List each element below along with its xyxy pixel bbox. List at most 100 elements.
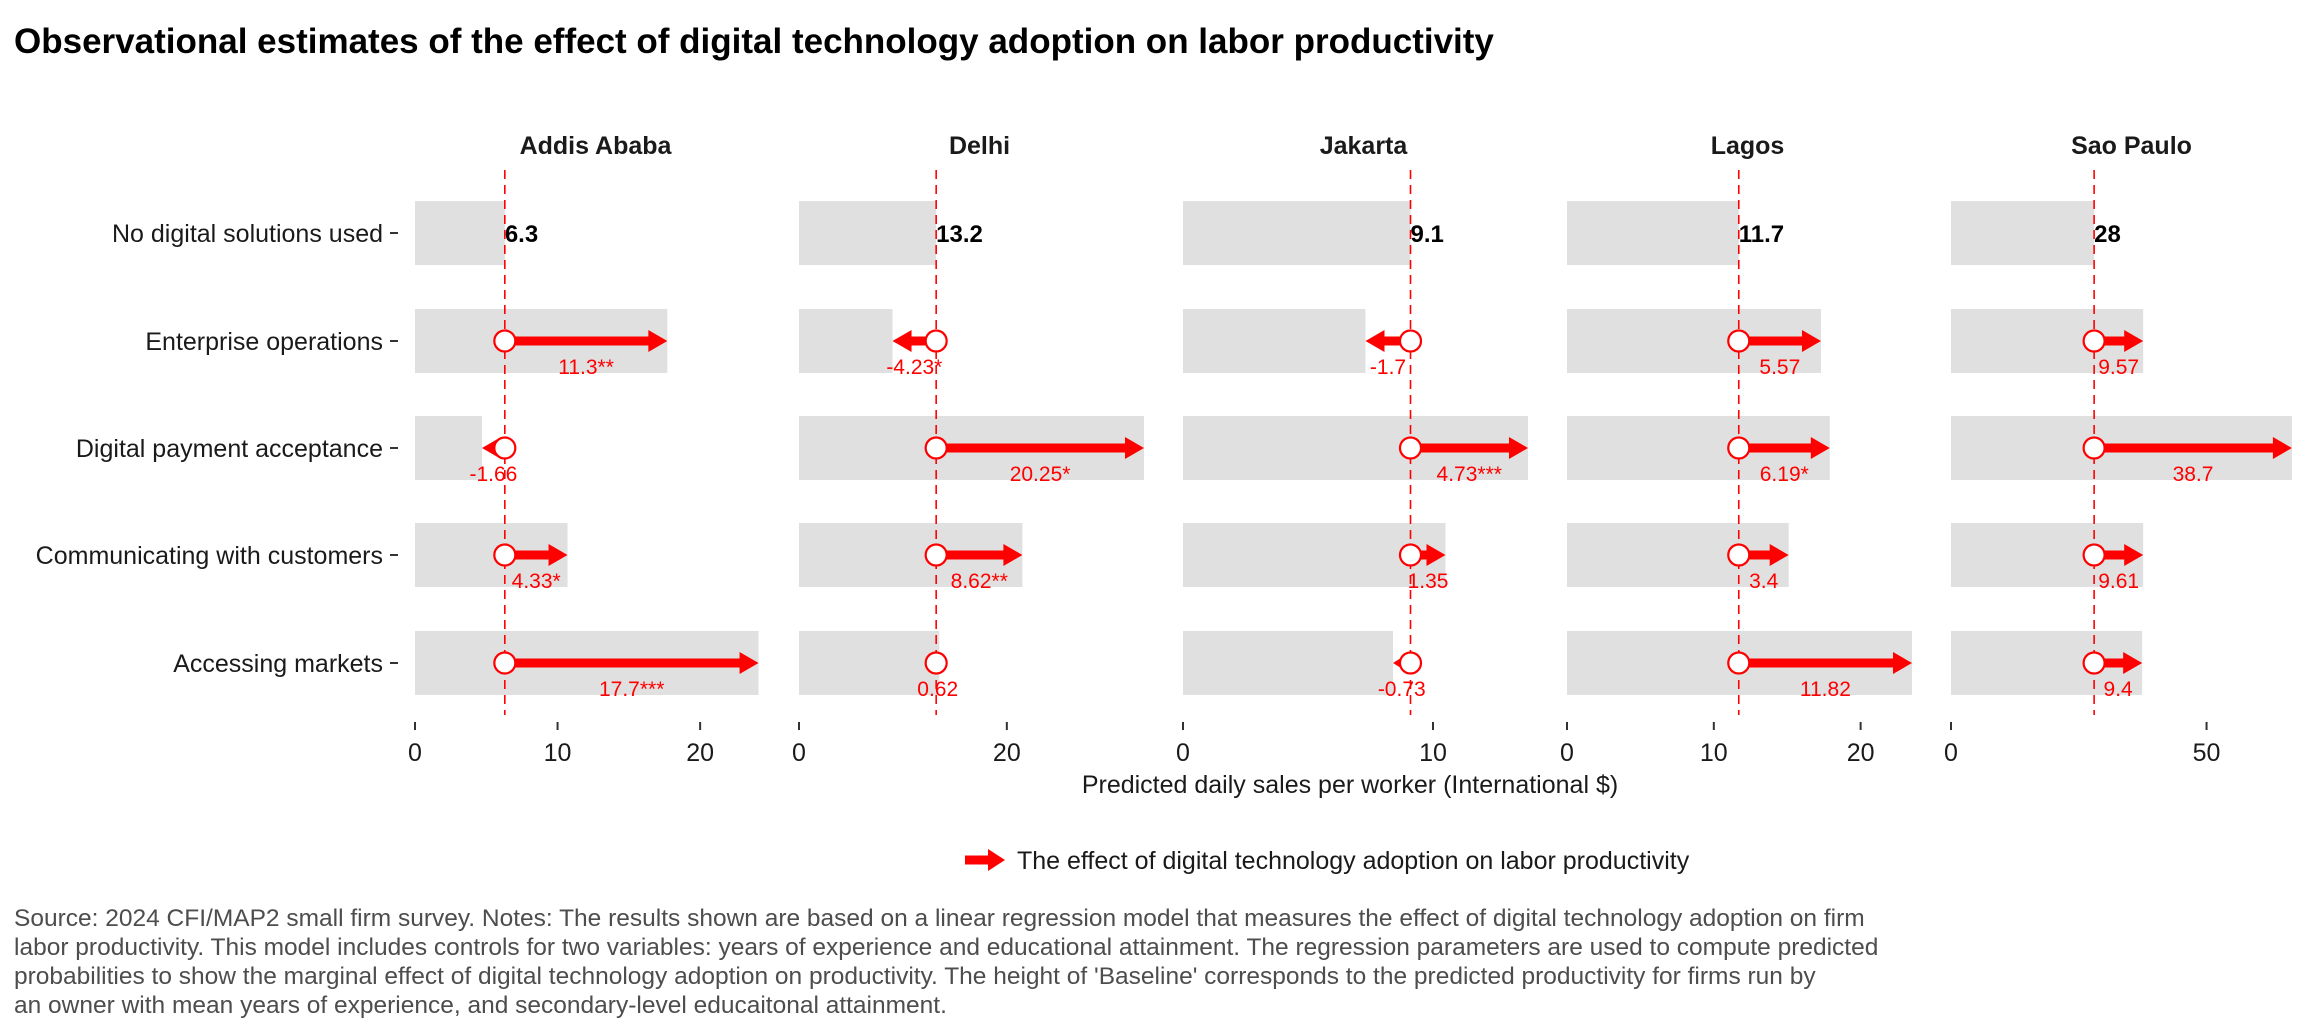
effect-label: 11.3** xyxy=(558,356,614,379)
caption-line: labor productivity. This model includes … xyxy=(14,934,1879,961)
facet-panel: Sao Paulo 28 9.57 38.7 9.61 9.4 0 50 xyxy=(1944,132,2292,767)
effect-label: 20.25* xyxy=(1010,463,1071,486)
baseline-label: 28 xyxy=(2094,221,2121,248)
arrow-head xyxy=(1801,330,1821,352)
facet-label: Lagos xyxy=(1711,132,1785,160)
bar xyxy=(1183,201,1411,265)
category-label: Enterprise operations xyxy=(145,328,383,356)
bar xyxy=(799,631,940,695)
effect-label: 1.35 xyxy=(1408,570,1449,593)
baseline-point xyxy=(493,543,517,567)
effect-label: 6.19* xyxy=(1760,463,1809,486)
arrow-head xyxy=(2124,544,2144,566)
baseline-label: 13.2 xyxy=(936,221,983,248)
facet-panel: Delhi 13.2 -4.23* 20.25* 8.62** 0.62 0 20 xyxy=(792,132,1144,767)
baseline-point xyxy=(2082,436,2106,460)
legend: The effect of digital technology adoptio… xyxy=(965,847,1690,875)
x-tick-label: 10 xyxy=(1419,739,1447,767)
baseline-point xyxy=(493,329,517,353)
arrow-head xyxy=(1893,652,1912,674)
arrow-head xyxy=(1365,330,1385,352)
effect-label: 0.62 xyxy=(917,678,958,701)
effect-label: -4.23* xyxy=(886,356,942,379)
facet-panels: Addis Ababa 6.3 11.3** -1.66 4.33* 17.7*** 0 10… xyxy=(408,132,2292,767)
effect-label: -1.66 xyxy=(469,463,517,486)
x-tick-label: 0 xyxy=(792,739,806,767)
chart-title: Observational estimates of the effect of… xyxy=(14,22,1494,61)
bar xyxy=(799,201,937,265)
effect-label: 4.73*** xyxy=(1437,463,1502,486)
caption-line: probabilities to show the marginal effec… xyxy=(14,963,1816,990)
baseline-label: 11.7 xyxy=(1739,221,1784,248)
arrow-head xyxy=(1426,544,1446,566)
facet-panel: Lagos 11.7 5.57 6.19* 3.4 11.82 0 10 20 xyxy=(1560,132,1912,767)
arrow-head xyxy=(1003,544,1023,566)
effect-label: 3.4 xyxy=(1749,570,1779,593)
x-tick-label: 10 xyxy=(544,739,572,767)
facet-label: Jakarta xyxy=(1320,132,1409,160)
baseline-point xyxy=(924,543,948,567)
baseline-point xyxy=(2082,543,2106,567)
bar xyxy=(1183,631,1393,695)
baseline-point xyxy=(924,651,948,675)
bar xyxy=(799,309,893,373)
facet-panel: Jakarta 9.1 -1.7 4.73*** 1.35 -0.73 0 10 xyxy=(1176,132,1528,767)
effect-label: 38.7 xyxy=(2173,463,2214,486)
baseline-label: 6.3 xyxy=(505,221,538,248)
x-tick-label: 0 xyxy=(1944,739,1958,767)
effect-label: 11.82 xyxy=(1800,678,1851,701)
effect-label: 17.7*** xyxy=(599,678,664,701)
effect-label: 4.33* xyxy=(512,570,561,593)
caption-line: Source: 2024 CFI/MAP2 small firm survey.… xyxy=(14,905,1865,932)
baseline-label: 9.1 xyxy=(1411,221,1444,248)
baseline-point xyxy=(493,436,517,460)
effect-label: -0.73 xyxy=(1378,678,1426,701)
baseline-point xyxy=(1398,436,1423,460)
baseline-point xyxy=(1727,436,1751,460)
x-tick-label: 20 xyxy=(1847,739,1875,767)
effect-label: -1.7 xyxy=(1370,356,1406,379)
category-label: Communicating with customers xyxy=(36,542,383,570)
effect-label: 9.61 xyxy=(2098,570,2139,593)
arrow-head xyxy=(1125,437,1144,459)
x-tick-label: 50 xyxy=(2193,739,2221,767)
baseline-point xyxy=(493,651,517,675)
arrow-head xyxy=(739,652,759,674)
baseline-point xyxy=(1727,543,1751,567)
legend-arrow-icon xyxy=(988,849,1005,871)
bar xyxy=(1183,309,1366,373)
baseline-point xyxy=(2082,651,2106,675)
baseline-point xyxy=(1398,543,1423,567)
effect-label: 8.62** xyxy=(951,570,1008,593)
facet-label: Addis Ababa xyxy=(520,132,673,160)
arrow-head xyxy=(892,330,912,352)
baseline-point xyxy=(924,329,948,353)
category-label: No digital solutions used xyxy=(112,220,383,248)
category-labels: No digital solutions used Enterprise oper… xyxy=(36,220,398,678)
caption: Source: 2024 CFI/MAP2 small firm survey.… xyxy=(14,904,2284,1020)
chart: Observational estimates of the effect of… xyxy=(14,22,2292,875)
category-label: Digital payment acceptance xyxy=(76,435,383,463)
arrow-head xyxy=(2124,330,2144,352)
bar xyxy=(1951,201,2095,265)
arrow-head xyxy=(1810,437,1830,459)
arrow-head xyxy=(648,330,668,352)
effect-label: 5.57 xyxy=(1759,356,1800,379)
arrow-head xyxy=(548,544,568,566)
x-tick-label: 0 xyxy=(1176,739,1190,767)
x-tick-label: 0 xyxy=(408,739,422,767)
caption-line: an owner with mean years of experience, … xyxy=(14,992,947,1019)
facet-label: Delhi xyxy=(949,132,1010,160)
effect-label: 9.57 xyxy=(2098,356,2139,379)
x-tick-label: 20 xyxy=(993,739,1021,767)
arrow-head xyxy=(1509,437,1528,459)
x-tick-label: 10 xyxy=(1700,739,1728,767)
bar xyxy=(1567,201,1739,265)
x-tick-label: 0 xyxy=(1560,739,1574,767)
baseline-point xyxy=(1727,329,1751,353)
bar xyxy=(415,201,505,265)
baseline-point xyxy=(1727,651,1751,675)
legend-label: The effect of digital technology adoptio… xyxy=(1017,847,1690,875)
x-tick-label: 20 xyxy=(686,739,714,767)
arrow-head xyxy=(2272,437,2292,459)
